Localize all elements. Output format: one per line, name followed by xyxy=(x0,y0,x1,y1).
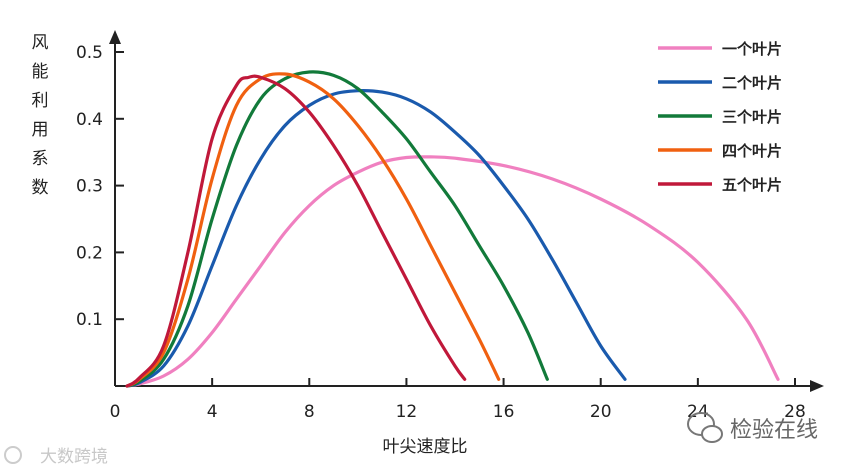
y-ticks: 0.1 0.2 0.3 0.4 0.5 xyxy=(76,43,124,330)
watermark-right-text: 检验在线 xyxy=(730,417,818,442)
y-axis-label-char: 风 xyxy=(32,33,49,53)
series-line-3 xyxy=(125,70,549,388)
x-ticks: 0 4 8 12 16 20 24 28 xyxy=(110,378,806,422)
wechat-icon xyxy=(687,412,723,443)
series-line-4 xyxy=(125,72,501,388)
y-axis-label-char: 数 xyxy=(32,178,49,198)
series-line-5 xyxy=(125,74,467,388)
y-axis-label-char: 用 xyxy=(32,120,49,140)
x-tick-label: 0 xyxy=(110,402,121,422)
x-tick-label: 8 xyxy=(304,402,315,422)
series-line-1 xyxy=(125,155,780,388)
series-line-2 xyxy=(125,88,627,388)
y-axis-label-char: 利 xyxy=(32,91,49,111)
y-axis-label-char: 能 xyxy=(32,62,49,82)
x-tick-label: 4 xyxy=(207,402,218,422)
legend-label: 二个叶片 xyxy=(722,74,782,92)
y-tick-label: 0.5 xyxy=(76,43,103,63)
x-tick-label: 24 xyxy=(687,402,709,422)
y-tick-label: 0.3 xyxy=(76,177,103,197)
x-tick-label: 20 xyxy=(590,402,612,422)
watermark-left: 大数跨境 xyxy=(4,446,108,467)
y-tick-label: 0.1 xyxy=(76,310,103,330)
legend-label: 五个叶片 xyxy=(722,176,782,194)
x-tick-label: 16 xyxy=(493,402,515,422)
y-axis-label-char: 系 xyxy=(32,149,49,169)
x-axis-arrow xyxy=(810,380,824,392)
x-tick-label: 12 xyxy=(396,402,418,422)
y-tick-label: 0.2 xyxy=(76,243,103,263)
legend-label: 一个叶片 xyxy=(722,40,782,58)
legend-label: 四个叶片 xyxy=(722,142,782,160)
legend-label: 三个叶片 xyxy=(722,108,782,126)
watermark-left-text: 大数跨境 xyxy=(40,447,108,467)
axes xyxy=(109,30,824,392)
series-lines xyxy=(125,70,780,388)
y-axis-arrow xyxy=(109,30,121,44)
watermark-logo-icon xyxy=(4,446,22,464)
x-tick-label: 28 xyxy=(784,402,806,422)
watermark-right: 检验在线 xyxy=(687,412,818,443)
y-tick-label: 0.4 xyxy=(76,110,103,130)
x-axis-label: 叶尖速度比 xyxy=(383,437,468,457)
